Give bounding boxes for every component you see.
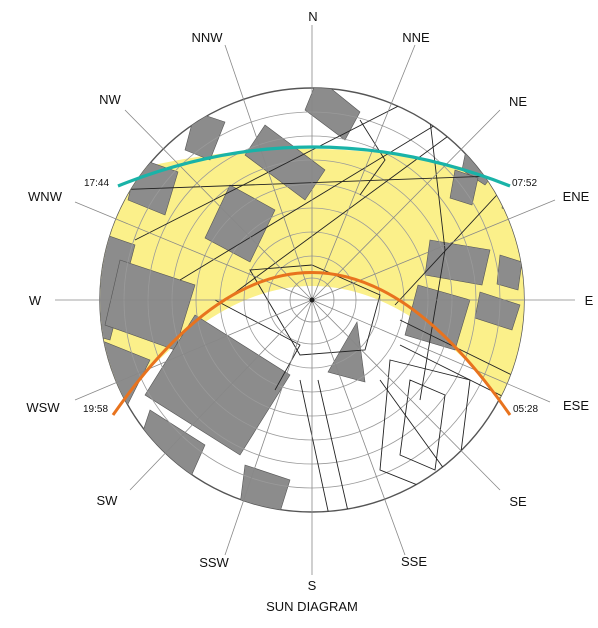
compass-rays [55, 25, 575, 575]
zenith-point [309, 297, 315, 303]
direction-nnw: NNW [191, 30, 223, 45]
sun-zone [100, 148, 524, 430]
direction-ene: ENE [563, 189, 590, 204]
winter-sun-path [117, 145, 511, 188]
direction-wsw: WSW [26, 400, 60, 415]
building [474, 291, 521, 331]
site-plan [100, 88, 524, 512]
direction-ese: ESE [563, 398, 589, 413]
building [304, 88, 361, 141]
direction-wnw: WNW [28, 189, 63, 204]
building [184, 111, 226, 161]
building [449, 169, 479, 206]
direction-e: E [585, 293, 594, 308]
building [204, 184, 276, 263]
direction-sw: SW [97, 493, 119, 508]
summer-end-time: 19:58 [83, 404, 108, 415]
direction-sse: SSE [401, 554, 427, 569]
direction-s: S [308, 578, 317, 593]
direction-w: W [29, 293, 42, 308]
direction-ssw: SSW [199, 555, 229, 570]
summer-start-time: 05:28 [513, 404, 538, 415]
summer-sun-path [111, 271, 512, 416]
direction-ne: NE [509, 94, 527, 109]
building [239, 464, 291, 512]
direction-nne: NNE [402, 30, 430, 45]
direction-nw: NW [99, 92, 121, 107]
site-lines [111, 89, 523, 512]
winter-end-time: 17:44 [84, 178, 109, 189]
diagram-title: SUN DIAGRAM [266, 599, 358, 614]
winter-start-time: 07:52 [512, 178, 537, 189]
building [327, 321, 366, 383]
building [501, 187, 524, 216]
direction-n: N [308, 9, 317, 24]
building [404, 284, 471, 351]
direction-se: SE [509, 494, 527, 509]
